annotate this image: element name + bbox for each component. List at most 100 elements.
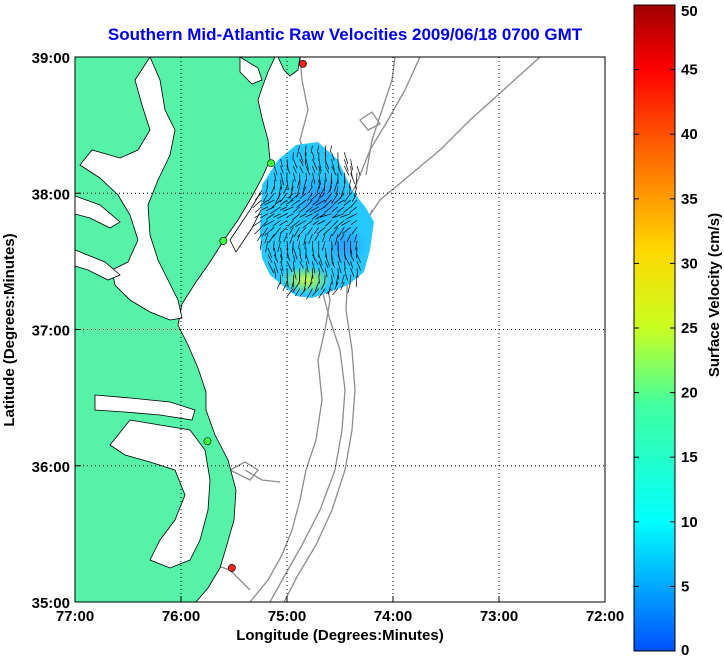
velocity-arrow: [311, 213, 320, 220]
velocity-arrow: [318, 179, 320, 189]
velocity-arrow: [304, 145, 307, 156]
velocity-arrow: [336, 206, 345, 213]
velocity-arrow: [304, 240, 307, 249]
velocity-arrow: [345, 213, 358, 220]
velocity-arrow: [254, 206, 262, 213]
velocity-arrow: [289, 220, 300, 229]
velocity-arrow: [264, 199, 275, 206]
velocity-arrow: [310, 145, 313, 154]
velocity-arrow: [331, 240, 333, 251]
velocity-arrow: [273, 213, 281, 218]
velocity-arrow: [343, 268, 348, 281]
velocity-arrow: [337, 268, 340, 280]
velocity-arrow: [287, 220, 294, 227]
velocity-arrow: [296, 179, 301, 189]
velocity-arrow: [299, 159, 304, 167]
velocity-arrow: [309, 274, 313, 286]
velocity-arrow: [290, 192, 300, 201]
velocity-arrow: [293, 254, 296, 262]
velocity-arrow: [350, 268, 355, 277]
velocity-arrow: [316, 220, 326, 225]
velocity-arrow: [343, 206, 351, 213]
velocity-arrow: [338, 227, 345, 238]
velocity-arrow: [312, 254, 319, 265]
velocity-arrow: [286, 288, 294, 297]
velocity-arrow: [267, 247, 272, 258]
velocity-arrow: [331, 220, 339, 228]
velocity-arrow: [273, 247, 277, 257]
radar-stations: [203, 59, 307, 572]
velocity-arrow: [297, 234, 301, 242]
velocity-arrow: [324, 206, 332, 213]
velocity-arrow: [331, 274, 333, 285]
velocity-arrow: [313, 227, 320, 234]
velocity-arrow: [306, 227, 313, 236]
velocity-arrow: [280, 165, 284, 174]
velocity-arrow: [279, 227, 288, 234]
bathymetry-contour-shallow: [249, 57, 331, 602]
velocity-arrow: [318, 172, 321, 185]
river-2: [75, 249, 121, 281]
velocity-arrow: [291, 179, 294, 191]
velocity-arrow: [331, 193, 339, 204]
velocity-arrow: [259, 199, 269, 207]
station-marker: [203, 437, 212, 446]
velocity-arrow: [304, 152, 307, 166]
velocity-arrow: [350, 165, 353, 179]
velocity-arrow: [286, 213, 294, 218]
velocity-arrow: [332, 213, 339, 219]
velocity-arrow: [343, 159, 349, 171]
velocity-arrow: [316, 145, 320, 154]
velocity-arrow: [280, 179, 282, 190]
velocity-arrow: [273, 240, 275, 251]
velocity-arrow: [309, 206, 319, 213]
velocity-arrow: [331, 152, 335, 161]
y-axis-label: Latitude (Degrees:Minutes): [1, 233, 18, 426]
velocity-arrow: [356, 247, 358, 259]
velocity-arrow: [340, 233, 345, 241]
velocity-arrow: [325, 220, 332, 227]
bathymetry-contour-mid: [269, 57, 421, 602]
velocity-arrow: [353, 186, 358, 197]
velocity-arrow: [280, 159, 283, 167]
velocity-arrow: [293, 159, 298, 169]
velocity-arrow: [276, 281, 281, 290]
velocity-arrow: [355, 240, 358, 251]
velocity-arrow: [316, 186, 320, 194]
velocity-arrow: [318, 254, 323, 266]
velocity-arrow: [335, 274, 339, 286]
velocity-arrow: [299, 192, 307, 199]
velocity-arrow: [350, 254, 355, 262]
velocity-arrow: [349, 274, 351, 285]
velocity-arrow: [354, 179, 358, 189]
velocity-arrow: [356, 254, 361, 263]
velocity-arrow: [285, 199, 294, 205]
velocity-arrow: [261, 227, 269, 237]
velocity-arrow: [303, 179, 307, 191]
lon-tick-label: 75:00: [268, 608, 306, 625]
velocity-arrow: [291, 199, 300, 206]
velocity-arrow: [341, 220, 351, 226]
velocity-arrow: [254, 213, 262, 218]
velocity-arrow: [331, 206, 339, 213]
velocity-arrow: [299, 247, 301, 258]
velocity-arrow: [312, 152, 315, 160]
velocity-arrow: [286, 159, 289, 170]
velocity-arrow: [328, 186, 332, 193]
velocity-arrow: [282, 281, 288, 292]
velocity-arrow: [351, 193, 358, 202]
station-marker: [227, 564, 236, 572]
velocity-arrow: [297, 227, 307, 237]
velocity-arrow: [343, 261, 346, 270]
map-plot-area: [75, 57, 605, 602]
velocity-arrow: [279, 220, 288, 226]
velocity-field: [252, 142, 374, 300]
velocity-arrow: [355, 274, 358, 288]
velocity-arrow: [267, 193, 275, 202]
velocity-arrow: [320, 281, 326, 290]
velocity-arrow: [299, 152, 304, 163]
velocity-arrow: [305, 206, 313, 213]
velocity-arrow: [306, 288, 313, 300]
velocity-arrow: [286, 254, 291, 262]
